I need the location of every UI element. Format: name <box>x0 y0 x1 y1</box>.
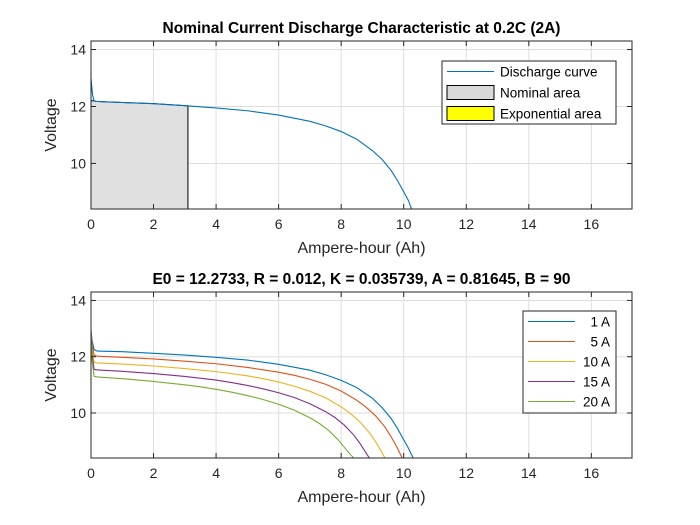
legend-label: 5 A <box>590 335 610 350</box>
x-tick-label: 14 <box>521 216 537 232</box>
legend-key-nominal-area <box>446 85 495 100</box>
legend-key-exponential-area <box>446 106 495 121</box>
x-axis-label: Ampere-hour (Ah) <box>297 240 425 257</box>
legend-label: Nominal area <box>500 86 581 101</box>
x-tick-label: 0 <box>87 465 95 481</box>
x-tick-label: 12 <box>458 216 474 232</box>
plot-content <box>91 329 414 458</box>
chart-1: 0 2 4 6 8 10 12 14 16 10 12 14 Ampere-hour (Ah) Volta… <box>43 20 633 257</box>
chart-title: Nominal Current Discharge Characteristic… <box>163 20 561 37</box>
x-tick-label: 16 <box>584 216 600 232</box>
y-tick-label: 14 <box>70 292 86 308</box>
chart-2: 0 2 4 6 8 10 12 14 16 10 12 14 Ampere-hour (Ah) Volta… <box>43 271 633 506</box>
y-tick-label: 12 <box>70 349 86 365</box>
legend-label: 10 A <box>583 355 610 370</box>
x-tick-label: 4 <box>212 465 220 481</box>
series-line-20-a <box>91 335 355 458</box>
legend-label: 15 A <box>583 375 610 390</box>
y-tick-label: 10 <box>70 155 86 171</box>
y-tick-label: 12 <box>70 98 86 114</box>
legend-label: 1 A <box>590 315 610 330</box>
x-tick-label: 12 <box>458 465 474 481</box>
series-line-15-a <box>91 334 370 458</box>
series-line-discharge-curve <box>91 77 413 209</box>
y-axis-label: Voltage <box>43 348 60 401</box>
x-tick-label: 6 <box>275 216 283 232</box>
chart-title: E0 = 12.2733, R = 0.012, K = 0.035739, A… <box>152 271 570 288</box>
legend-label: Discharge curve <box>500 65 598 80</box>
x-tick-label: 10 <box>396 465 412 481</box>
x-tick-label: 14 <box>521 465 537 481</box>
x-tick-label: 2 <box>150 465 158 481</box>
y-tick-label: 10 <box>70 405 86 421</box>
legend-label: 20 A <box>583 395 610 410</box>
x-tick-label: 6 <box>275 465 283 481</box>
series-line-10-a <box>91 332 386 458</box>
plot-content <box>91 77 413 209</box>
y-axis-label: Voltage <box>43 98 60 151</box>
x-tick-label: 8 <box>337 216 345 232</box>
x-tick-label: 10 <box>396 216 412 232</box>
y-tick-label: 14 <box>70 42 86 58</box>
legend: 1 A 5 A 10 A 15 A 20 A <box>522 310 617 414</box>
nominal-area-patch <box>91 100 189 209</box>
legend-label: Exponential area <box>500 107 602 122</box>
series-line-1-a <box>91 329 414 458</box>
legend: Discharge curve Nominal area Exponential a… <box>441 60 617 125</box>
series-line-5-a <box>91 331 403 458</box>
x-tick-label: 8 <box>337 465 345 481</box>
x-axis-label: Ampere-hour (Ah) <box>297 489 425 506</box>
axes-box <box>90 291 633 459</box>
axes-box <box>90 40 633 210</box>
x-tick-label: 2 <box>150 216 158 232</box>
x-tick-label: 0 <box>87 216 95 232</box>
x-tick-label: 16 <box>584 465 600 481</box>
x-tick-label: 4 <box>212 216 220 232</box>
